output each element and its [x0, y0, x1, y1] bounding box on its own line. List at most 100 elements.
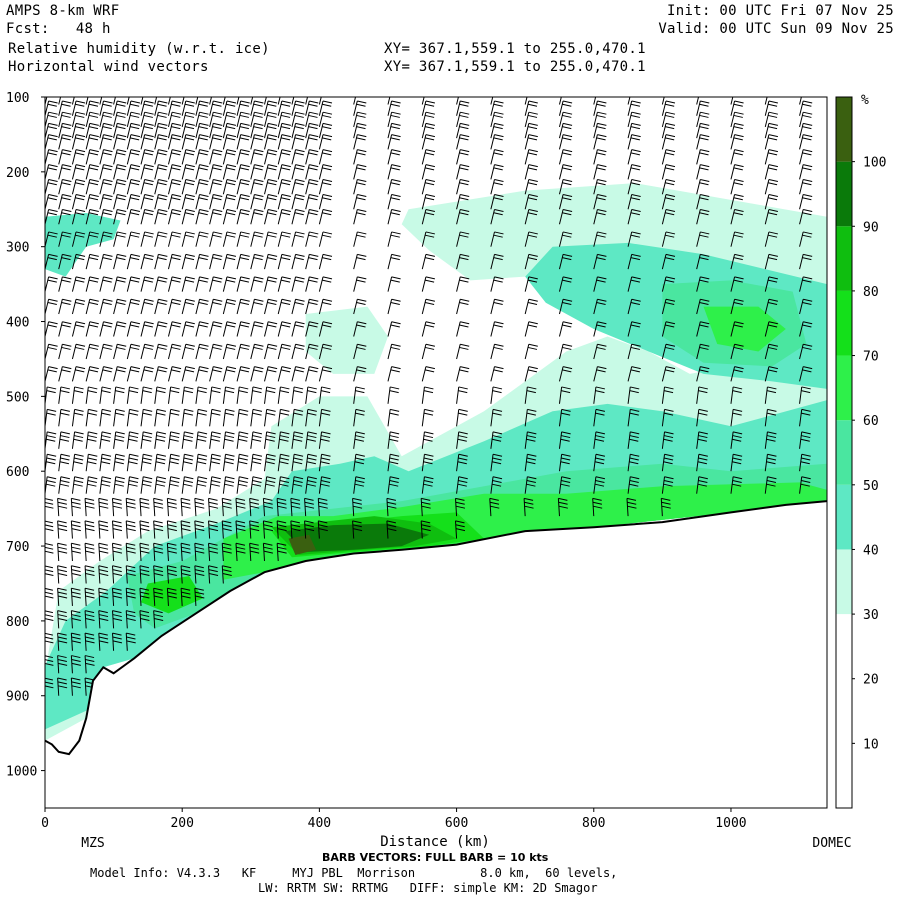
- barb-staff: [524, 100, 530, 116]
- barb-feather: [208, 573, 219, 577]
- barb-staff: [305, 276, 310, 292]
- barb-feather: [528, 366, 538, 370]
- barb-staff: [764, 194, 770, 210]
- barb-feather: [144, 164, 154, 168]
- barb-staff: [181, 431, 185, 449]
- barb-feather: [240, 93, 249, 95]
- barb-feather: [143, 324, 153, 328]
- wind-barb: [523, 497, 534, 517]
- wind-barb: [277, 134, 291, 150]
- barb-staff: [799, 164, 804, 180]
- wind-barb: [305, 408, 317, 427]
- barb-staff: [386, 520, 389, 539]
- barb-staff: [490, 454, 494, 472]
- wind-barb: [99, 231, 113, 247]
- terrain-line: [45, 500, 827, 756]
- wind-barb: [421, 149, 436, 165]
- barb-staff: [209, 134, 214, 150]
- wind-barb: [140, 208, 154, 225]
- barb-feather: [167, 524, 177, 528]
- barb-staff: [799, 231, 804, 247]
- barb-feather: [309, 194, 319, 198]
- barb-feather: [493, 234, 503, 238]
- barb-feather: [733, 103, 743, 107]
- barb-feather: [60, 408, 70, 412]
- wind-barb: [209, 453, 221, 472]
- wind-barb: [85, 431, 98, 449]
- barb-feather: [185, 321, 195, 325]
- wind-barb: [421, 253, 436, 270]
- barb-feather: [318, 520, 328, 524]
- barb-staff: [456, 194, 461, 210]
- wind-barb: [71, 431, 84, 449]
- barb-feather: [801, 390, 811, 394]
- barb-feather: [357, 100, 367, 104]
- barb-staff: [195, 100, 201, 116]
- barb-feather: [665, 212, 675, 216]
- barb-staff: [140, 194, 146, 210]
- barb-feather: [156, 408, 167, 412]
- barb-feather: [240, 231, 250, 235]
- barb-feather: [126, 610, 136, 614]
- barb-feather: [268, 194, 278, 198]
- wind-barb: [799, 321, 813, 337]
- barb-feather: [57, 546, 67, 550]
- barb-feather: [321, 408, 331, 412]
- barb-feather: [222, 573, 232, 577]
- barb-staff: [661, 100, 667, 116]
- barb-staff: [421, 112, 427, 128]
- barb-feather: [295, 253, 305, 257]
- wind-barb: [730, 111, 744, 128]
- barb-staff: [291, 194, 297, 210]
- barb-staff: [167, 366, 173, 382]
- barb-feather: [597, 90, 606, 92]
- barb-staff: [84, 655, 87, 674]
- barb-feather: [699, 369, 709, 373]
- barb-staff: [421, 179, 427, 195]
- wind-barb: [696, 276, 710, 292]
- barb-staff: [222, 276, 228, 292]
- barb-feather: [277, 524, 287, 528]
- barb-feather: [142, 483, 152, 487]
- barb-feather: [295, 149, 305, 153]
- barb-staff: [208, 565, 211, 584]
- barb-staff: [195, 409, 199, 427]
- barb-feather: [562, 164, 573, 168]
- barb-feather: [595, 435, 605, 439]
- wind-barb: [70, 655, 81, 674]
- barb-feather: [71, 681, 81, 685]
- barb-feather: [254, 122, 264, 126]
- barb-feather: [73, 438, 83, 442]
- xy-range-2: XY= 367.1,559.1 to 255.0,470.1: [384, 59, 646, 75]
- barb-staff: [209, 386, 213, 404]
- barb-feather: [130, 103, 140, 107]
- y-tick-label: 400: [6, 316, 29, 331]
- barb-feather: [252, 386, 263, 390]
- barb-feather: [60, 390, 70, 394]
- barb-feather: [198, 324, 208, 328]
- barb-staff: [222, 321, 228, 337]
- wind-barb: [305, 164, 319, 180]
- barb-staff: [209, 209, 214, 225]
- barb-staff: [45, 321, 50, 337]
- wind-barb: [490, 134, 504, 150]
- wind-barb: [85, 231, 99, 247]
- wind-barb: [113, 134, 127, 150]
- barb-staff: [420, 498, 423, 517]
- barb-feather: [116, 212, 126, 216]
- barb-feather: [663, 461, 673, 465]
- barb-feather: [62, 194, 72, 198]
- barb-staff: [71, 321, 77, 337]
- barb-staff: [277, 409, 281, 427]
- barb-feather: [74, 386, 84, 390]
- barb-feather: [460, 90, 469, 92]
- wind-barb: [154, 134, 168, 150]
- barb-feather: [390, 257, 400, 261]
- barb-feather: [665, 257, 675, 261]
- wind-barb: [57, 632, 68, 651]
- barb-feather: [71, 591, 81, 595]
- barb-feather: [183, 412, 193, 416]
- barb-feather: [185, 122, 195, 126]
- barb-feather: [116, 93, 125, 95]
- barb-staff: [291, 276, 297, 292]
